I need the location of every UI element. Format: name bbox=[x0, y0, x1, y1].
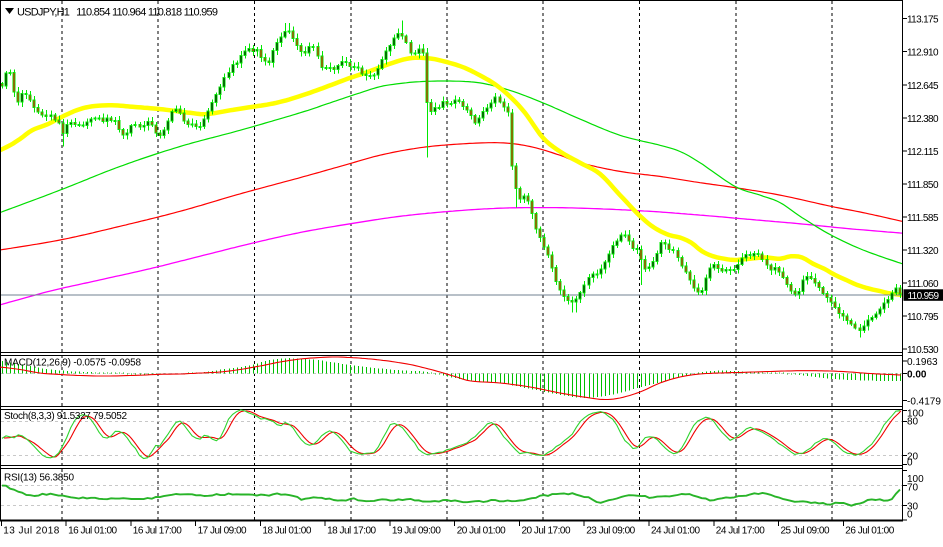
svg-text:26 Jul 01:00: 26 Jul 01:00 bbox=[845, 526, 894, 537]
svg-text:18 Jul 01:00: 18 Jul 01:00 bbox=[262, 526, 311, 537]
svg-text:0.1963: 0.1963 bbox=[907, 357, 938, 368]
svg-text:-0.4179: -0.4179 bbox=[907, 397, 941, 408]
svg-text:111.850: 111.850 bbox=[907, 180, 939, 191]
svg-text:Stoch(8,3,3) 91.5327 79.5052: Stoch(8,3,3) 91.5327 79.5052 bbox=[4, 411, 127, 422]
svg-text:20 Jul 01:00: 20 Jul 01:00 bbox=[457, 526, 506, 537]
svg-text:70: 70 bbox=[907, 483, 919, 494]
svg-text:110.959: 110.959 bbox=[908, 291, 940, 302]
svg-text:16 Jul 17:00: 16 Jul 17:00 bbox=[133, 526, 182, 537]
svg-text:RSI(13) 56.3850: RSI(13) 56.3850 bbox=[4, 473, 74, 484]
svg-text:16 Jul 01:00: 16 Jul 01:00 bbox=[68, 526, 117, 537]
svg-text:24 Jul 01:00: 24 Jul 01:00 bbox=[651, 526, 700, 537]
svg-text:0.00: 0.00 bbox=[907, 370, 927, 381]
svg-text:USDJPY,H1 110.854 110.964 110: USDJPY,H1 110.854 110.964 110.818 110.95… bbox=[17, 7, 218, 19]
svg-text:24 Jul 17:00: 24 Jul 17:00 bbox=[716, 526, 765, 537]
svg-text:111.060: 111.060 bbox=[907, 279, 939, 290]
svg-text:23 Jul 09:00: 23 Jul 09:00 bbox=[586, 526, 635, 537]
svg-text:0: 0 bbox=[907, 509, 913, 520]
svg-text:112.115: 112.115 bbox=[907, 147, 939, 158]
svg-text:25 Jul 09:00: 25 Jul 09:00 bbox=[781, 526, 830, 537]
svg-text:112.380: 112.380 bbox=[907, 114, 939, 125]
svg-text:20 Jul 17:00: 20 Jul 17:00 bbox=[522, 526, 571, 537]
svg-text:112.910: 112.910 bbox=[907, 48, 939, 59]
svg-text:MACD(12,26,9) -0.0575 -0.0958: MACD(12,26,9) -0.0575 -0.0958 bbox=[4, 358, 141, 369]
svg-text:112.645: 112.645 bbox=[907, 81, 939, 92]
svg-text:110.795: 110.795 bbox=[907, 312, 939, 323]
svg-text:113.175: 113.175 bbox=[907, 15, 939, 26]
svg-text:80: 80 bbox=[907, 417, 919, 428]
svg-text:18 Jul 17:00: 18 Jul 17:00 bbox=[327, 526, 376, 537]
svg-text:17 Jul 09:00: 17 Jul 09:00 bbox=[198, 526, 247, 537]
svg-text:110.530: 110.530 bbox=[907, 345, 939, 356]
svg-text:0: 0 bbox=[907, 458, 913, 469]
svg-text:111.320: 111.320 bbox=[907, 246, 939, 257]
svg-text:13 Jul 2018: 13 Jul 2018 bbox=[3, 526, 59, 537]
svg-text:19 Jul 09:00: 19 Jul 09:00 bbox=[392, 526, 441, 537]
svg-text:111.585: 111.585 bbox=[907, 213, 939, 224]
